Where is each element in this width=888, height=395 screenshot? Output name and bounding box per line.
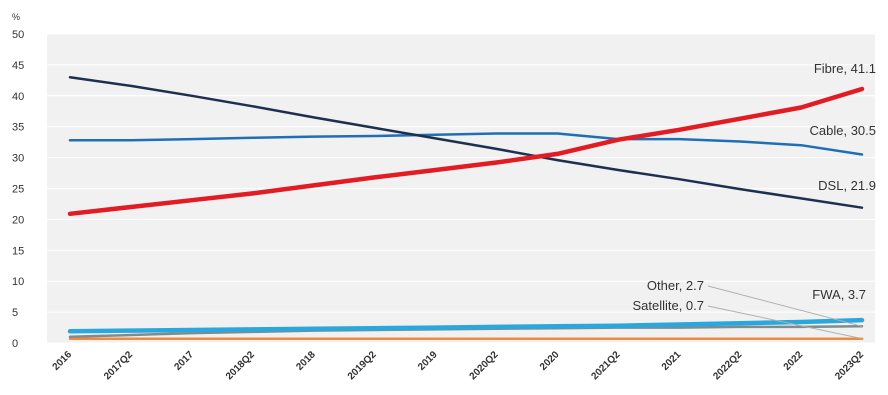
y-tick-label: 0 <box>12 338 18 350</box>
end-labels: Fibre, 41.1 Cable, 30.5 DSL, 21.9 FWA, 3.7 O… <box>632 61 877 340</box>
end-label-fwa: FWA, 3.7 <box>812 287 866 302</box>
x-tick-label: 2021Q2 <box>589 349 622 382</box>
y-tick-label: 40 <box>12 91 24 103</box>
series-line-fwa <box>67 317 865 334</box>
y-tick-label: 45 <box>12 60 24 72</box>
y-tick-label: 50 <box>12 29 24 41</box>
series-lines <box>67 76 865 340</box>
end-label-cable: Cable, 30.5 <box>810 123 877 138</box>
y-tick-label: 15 <box>12 245 24 257</box>
y-tick-label: 20 <box>12 214 24 226</box>
x-tick-label: 2019 <box>416 349 440 373</box>
end-label-other: Other, 2.7 <box>647 278 704 293</box>
x-tick-label: 2020 <box>538 349 562 373</box>
end-label-fibre: Fibre, 41.1 <box>814 61 876 76</box>
x-tick-label: 2021 <box>660 349 684 373</box>
series-line-fibre <box>67 86 865 217</box>
series-line-cable <box>68 132 864 156</box>
x-tick-label: 2017 <box>172 349 196 373</box>
y-tick-label: 35 <box>12 122 24 134</box>
y-tick-label: 25 <box>12 184 24 196</box>
y-axis-ticks: 0 5 10 15 20 25 30 35 40 45 50 <box>12 29 24 350</box>
x-tick-label: 2016 <box>51 349 75 373</box>
end-label-dsl: DSL, 21.9 <box>818 178 876 193</box>
y-tick-label: 5 <box>12 307 18 319</box>
series-line-dsl <box>68 76 864 209</box>
y-tick-label: 10 <box>12 276 24 288</box>
x-axis-ticks: 2016 2017Q2 2017 2018Q2 2018 2019Q2 2019 2020Q2… <box>51 349 867 382</box>
leader-line-satellite <box>707 305 863 340</box>
end-label-satellite: Satellite, 0.7 <box>632 298 704 313</box>
x-tick-label: 2019Q2 <box>346 349 379 382</box>
y-axis-unit-label: % <box>12 12 20 22</box>
x-tick-label: 2017Q2 <box>102 349 135 382</box>
x-tick-label: 2022 <box>782 349 806 373</box>
leader-line-other <box>707 285 863 327</box>
x-tick-label: 2023Q2 <box>833 349 866 382</box>
x-tick-label: 2018Q2 <box>224 349 257 382</box>
y-tick-label: 30 <box>12 153 24 165</box>
x-tick-label: 2018 <box>294 349 318 373</box>
x-tick-label: 2022Q2 <box>711 349 744 382</box>
x-tick-label: 2020Q2 <box>468 349 501 382</box>
